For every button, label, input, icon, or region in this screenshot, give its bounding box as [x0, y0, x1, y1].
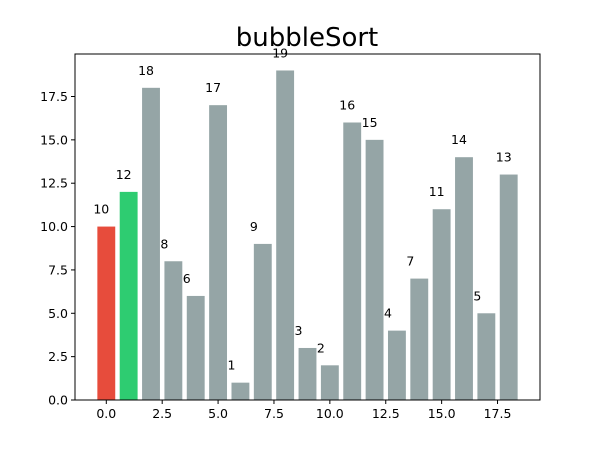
- y-tick-label-3: 7.5: [48, 262, 68, 277]
- data-label-11: 16: [339, 98, 355, 113]
- bar-17: [477, 313, 496, 400]
- bar-13: [387, 330, 406, 400]
- x-tick-label-4: 10.0: [316, 406, 344, 421]
- bar-12: [365, 139, 384, 401]
- data-label-7: 9: [250, 219, 258, 234]
- x-tick-label-5: 12.5: [372, 406, 400, 421]
- chart-title: bubbleSort: [236, 23, 379, 53]
- data-label-4: 6: [183, 271, 191, 286]
- x-tick-label-7: 17.5: [484, 406, 512, 421]
- data-label-6: 1: [227, 358, 235, 373]
- data-label-17: 5: [473, 288, 481, 303]
- y-tick-label-2: 5.0: [48, 306, 68, 321]
- data-label-3: 8: [160, 236, 168, 251]
- data-label-12: 15: [362, 115, 378, 130]
- data-label-13: 4: [384, 306, 392, 321]
- y-tick-label-1: 2.5: [48, 349, 68, 364]
- x-tick-label-2: 5.0: [208, 406, 228, 421]
- x-tick-label-1: 2.5: [152, 406, 172, 421]
- y-axis: 0.0 2.5 5.0 7.5 10.0 12.5 15.0 17.5: [40, 89, 75, 408]
- bars-group: [97, 70, 518, 401]
- bar-0: [97, 226, 116, 400]
- bar-14: [410, 278, 429, 400]
- data-label-14: 7: [406, 254, 414, 269]
- x-tick-label-6: 15.0: [428, 406, 456, 421]
- bar-7: [253, 243, 272, 400]
- x-axis: 0.0 2.5 5.0 7.5 10.0 12.5 15.0 17.5: [96, 400, 511, 421]
- bar-9: [298, 347, 317, 400]
- bar-16: [455, 157, 473, 400]
- bar-3: [164, 261, 183, 400]
- data-label-1: 12: [116, 167, 132, 182]
- bar-6: [231, 382, 250, 400]
- bar-4: [186, 295, 205, 400]
- x-tick-label-0: 0.0: [96, 406, 116, 421]
- bar-2: [142, 87, 160, 400]
- x-tick-label-3: 7.5: [264, 406, 284, 421]
- bar-1: [119, 191, 138, 400]
- bar-5: [209, 105, 228, 401]
- data-label-0: 10: [93, 202, 109, 217]
- y-tick-label-6: 15.0: [40, 132, 68, 147]
- y-tick-label-4: 10.0: [40, 219, 68, 234]
- y-tick-label-7: 17.5: [40, 89, 68, 104]
- bar-11: [343, 122, 362, 401]
- bar-10: [320, 365, 339, 400]
- bar-15: [432, 209, 451, 400]
- data-label-9: 3: [295, 323, 303, 338]
- data-label-8: 19: [272, 45, 288, 60]
- data-label-18: 13: [496, 150, 512, 165]
- data-label-10: 2: [317, 340, 325, 355]
- data-label-15: 11: [429, 184, 445, 199]
- y-tick-label-5: 12.5: [40, 176, 68, 191]
- bar-18: [499, 174, 518, 400]
- y-tick-label-0: 0.0: [48, 393, 68, 408]
- bar-8: [276, 70, 295, 400]
- data-label-2: 18: [138, 63, 154, 78]
- data-label-5: 17: [205, 80, 221, 95]
- data-label-16: 14: [451, 132, 467, 147]
- plot-frame: [74, 53, 541, 401]
